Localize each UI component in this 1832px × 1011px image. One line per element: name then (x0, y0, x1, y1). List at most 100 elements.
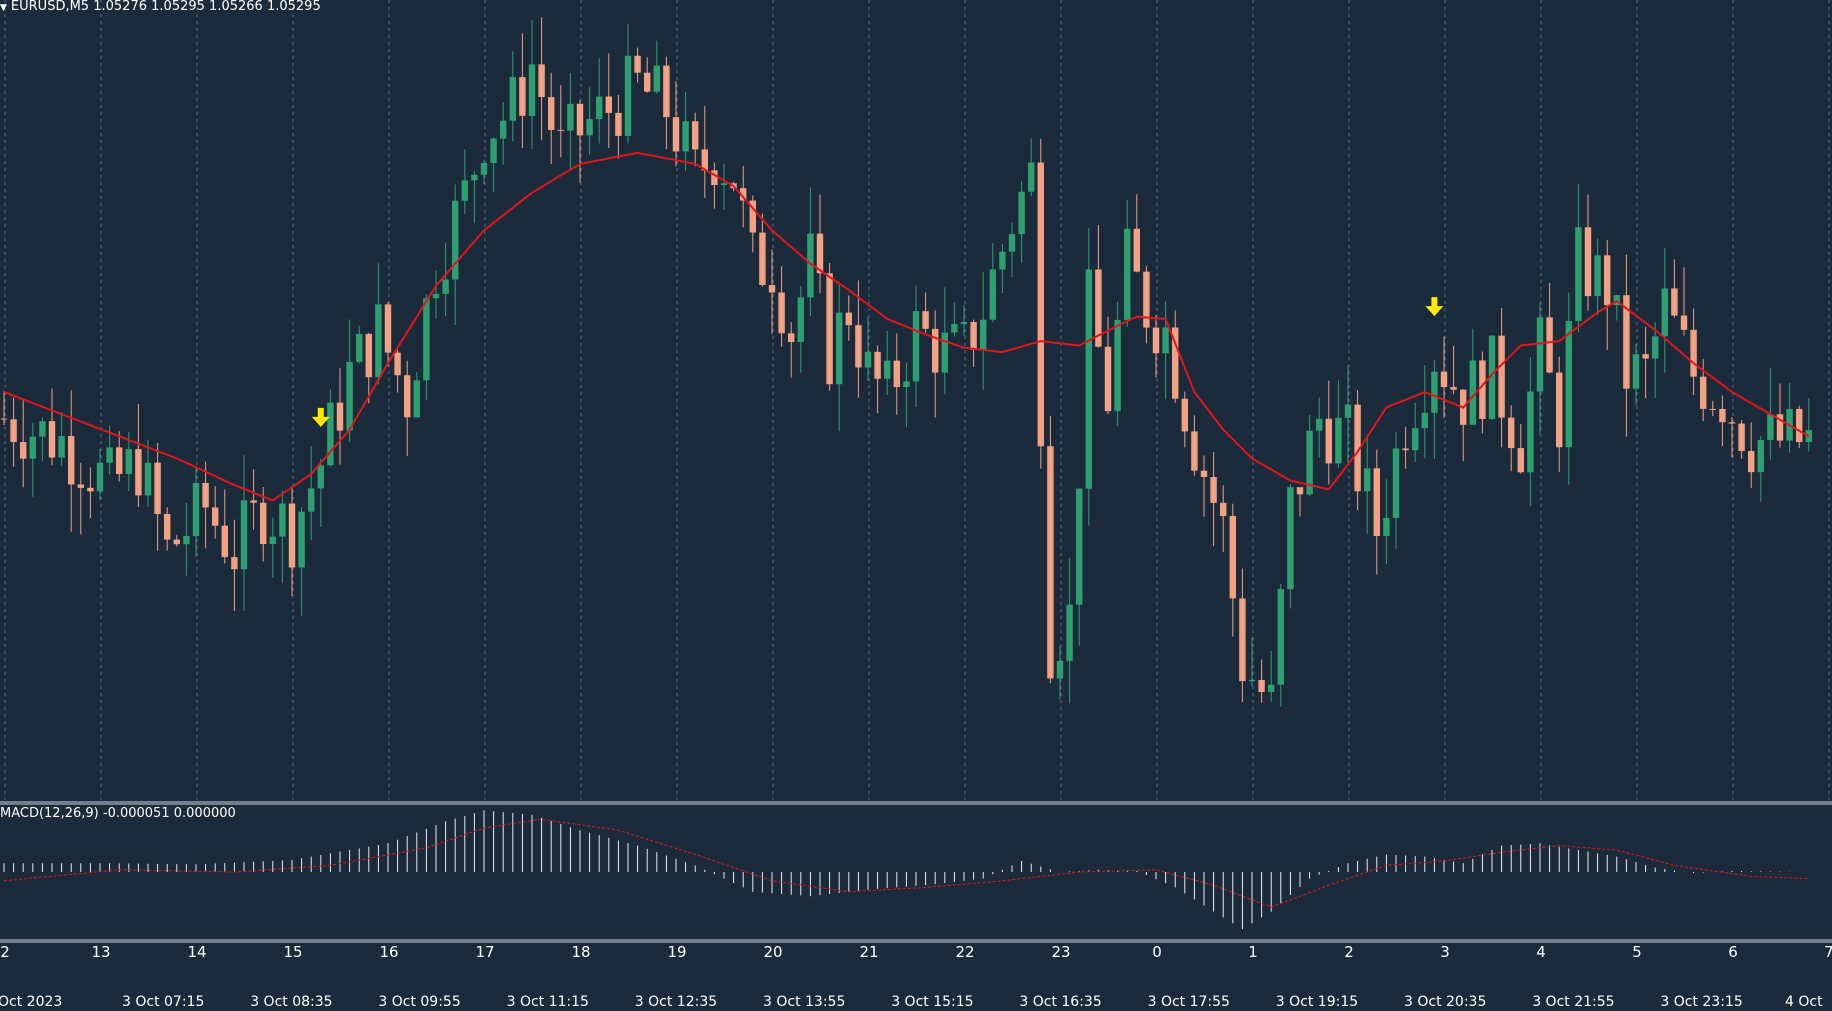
candle-body (596, 96, 603, 120)
candle-body (461, 180, 468, 201)
candle-body (615, 112, 622, 136)
candle-body (644, 72, 651, 92)
candle-body (183, 536, 190, 545)
candle-body (653, 65, 660, 92)
macd-label: MACD(12,26,9) (0, 806, 99, 821)
sell-arrows (311, 297, 1444, 427)
candle-body (1191, 431, 1198, 471)
candle-body (999, 251, 1006, 270)
candle-body (1028, 162, 1035, 192)
candle-body (1114, 319, 1121, 412)
candle-body (87, 487, 94, 492)
hour-label: 13 (91, 943, 110, 961)
candle-body (672, 117, 680, 152)
low-price: 1.05266 (209, 0, 263, 14)
candle-body (989, 269, 996, 320)
high-price: 1.05295 (151, 0, 205, 14)
candle-body (941, 332, 948, 373)
candle-body (1565, 321, 1572, 448)
candle-body (1277, 589, 1284, 685)
time-label: 3 Oct 16:35 (1019, 994, 1101, 1010)
hour-label: 18 (571, 943, 590, 961)
hour-label: 5 (1632, 943, 1642, 961)
candle-body (1488, 335, 1496, 420)
candle-body (1306, 430, 1313, 495)
candle-body (1085, 269, 1092, 489)
candle-body (231, 557, 238, 570)
candle-body (509, 77, 516, 121)
candle-body (144, 462, 152, 496)
candle-body (1239, 598, 1246, 682)
time-label: 3 Oct 07:15 (122, 994, 204, 1010)
candle-body (826, 273, 833, 385)
candle-body (567, 103, 574, 131)
candle-body (788, 333, 795, 343)
candle-body (1354, 404, 1361, 492)
candle-body (1440, 371, 1448, 388)
candle-body (1575, 227, 1582, 322)
candle-body (1796, 408, 1803, 443)
time-label: 3 Oct 09:55 (378, 994, 460, 1010)
candle-body (970, 322, 977, 350)
candle-body (720, 183, 728, 186)
macd-header: MACD(12,26,9) -0.000051 0.000000 (0, 806, 236, 822)
hour-label: 7 (1824, 943, 1832, 961)
candle-body (1383, 517, 1390, 536)
candle-body (365, 333, 372, 378)
candle-body (682, 121, 689, 152)
candle-body (1584, 227, 1592, 297)
hour-axis: 2 13 14 15 16 17 18 19 20 21 22 23 0 1 2 3 4 5 6 7 (0, 943, 1832, 961)
candle-body (58, 436, 65, 458)
vertical-grid (4, 0, 1830, 800)
candle-body (413, 380, 420, 418)
candle-body (1402, 448, 1409, 451)
candle-body (1066, 604, 1073, 661)
symbol-label: EURUSD,M5 (10, 0, 90, 14)
candle-body (1200, 470, 1208, 478)
candle-body (1479, 360, 1486, 420)
candle-body (759, 232, 766, 286)
candle-body (500, 120, 507, 139)
candle-body (893, 360, 900, 388)
candle-body (1719, 409, 1726, 423)
candle-body (260, 502, 267, 545)
candle-body (1373, 468, 1380, 536)
candle-body (1133, 228, 1140, 272)
candle-body (884, 360, 891, 379)
candle-body (0, 418, 8, 420)
candle-body (1527, 391, 1534, 473)
candle-body (1594, 255, 1601, 297)
candle-body (1181, 398, 1188, 432)
hour-label: 2 (0, 943, 10, 961)
candle-body (288, 503, 296, 568)
candle-body (519, 77, 526, 116)
candle-body (1296, 487, 1304, 495)
candle-body (528, 64, 536, 116)
hour-label: 15 (283, 943, 302, 961)
hour-label: 21 (859, 943, 878, 961)
candle-body (39, 421, 46, 437)
candle-body (202, 482, 209, 508)
candle-body (797, 297, 804, 343)
candle-body (1652, 336, 1659, 359)
candle-body (816, 233, 824, 274)
candle-body (1152, 327, 1160, 354)
collapse-triangle-icon[interactable]: ▼ (0, 3, 7, 13)
time-label: 3 Oct 12:35 (635, 994, 717, 1010)
candle-body (442, 279, 449, 294)
candle-body (452, 200, 459, 280)
candle-body (1124, 228, 1131, 320)
candle-body (135, 449, 142, 496)
macd-signal-line (3, 818, 1809, 908)
candle-body (1172, 327, 1179, 399)
candle-body (125, 449, 132, 474)
time-label: 3 Oct 15:15 (891, 994, 973, 1010)
candle-body (96, 462, 104, 492)
candle-body (20, 442, 27, 459)
candle-body (1095, 269, 1102, 347)
candle-body (711, 170, 718, 186)
candle-body (1738, 423, 1745, 451)
candle-body (77, 484, 84, 488)
hour-label: 6 (1728, 943, 1738, 961)
candle-body (1143, 271, 1150, 328)
